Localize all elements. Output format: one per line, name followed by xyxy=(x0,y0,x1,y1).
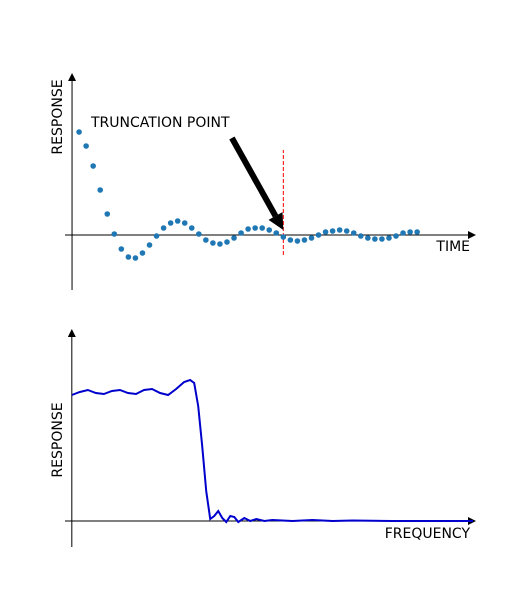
data-point xyxy=(372,236,378,242)
data-point xyxy=(365,235,371,241)
data-point xyxy=(203,237,209,243)
data-point xyxy=(111,231,118,237)
annotation-arrow xyxy=(229,136,279,218)
x-axis-label: FREQUENCY xyxy=(385,526,471,542)
data-point xyxy=(174,218,181,224)
y-axis-label: RESPONSE xyxy=(50,402,66,477)
data-point xyxy=(196,231,202,237)
data-point xyxy=(350,230,357,236)
x-axis-label: TIME xyxy=(435,239,470,255)
data-point xyxy=(308,235,315,241)
data-point xyxy=(287,237,294,243)
annotation-text: TRUNCATION POINT xyxy=(90,115,230,131)
data-point xyxy=(266,227,273,233)
y-axis-label: RESPONSE xyxy=(50,79,66,154)
data-point xyxy=(139,250,146,256)
panel: RESPONSE FREQUENCY xyxy=(50,329,476,547)
data-point xyxy=(125,254,132,260)
annotation-arrowhead xyxy=(268,212,284,230)
data-point xyxy=(76,129,82,135)
data-point xyxy=(379,236,385,242)
data-point xyxy=(238,230,244,236)
data-point xyxy=(118,246,125,252)
data-point xyxy=(315,232,322,238)
data-point xyxy=(188,225,195,231)
data-point xyxy=(231,235,237,241)
data-point xyxy=(393,233,399,239)
data-point xyxy=(181,220,188,226)
data-point xyxy=(301,237,308,243)
response-line xyxy=(71,378,473,524)
data-point xyxy=(259,225,265,231)
data-point xyxy=(90,163,96,169)
data-point xyxy=(132,255,139,261)
data-point xyxy=(273,230,280,236)
data-point xyxy=(153,233,160,239)
data-point xyxy=(414,229,420,235)
data-point xyxy=(280,234,287,240)
data-point xyxy=(322,229,329,235)
data-point xyxy=(357,233,364,239)
data-point xyxy=(217,241,223,247)
panel: RESPONSE TIME TRUNCATION POINT xyxy=(50,73,476,290)
data-point xyxy=(343,228,350,234)
data-point xyxy=(386,235,392,241)
data-point xyxy=(329,228,336,234)
data-point xyxy=(245,226,251,232)
data-point xyxy=(224,239,230,245)
data-point xyxy=(104,211,111,217)
data-point xyxy=(97,187,104,193)
data-point xyxy=(252,225,258,231)
data-point xyxy=(294,238,301,244)
data-point xyxy=(407,229,413,235)
data-point xyxy=(160,225,167,231)
data-point xyxy=(83,143,89,149)
data-point xyxy=(167,220,174,226)
data-point xyxy=(210,240,216,246)
data-point xyxy=(400,230,406,236)
data-point xyxy=(336,227,343,233)
data-point xyxy=(146,242,153,248)
